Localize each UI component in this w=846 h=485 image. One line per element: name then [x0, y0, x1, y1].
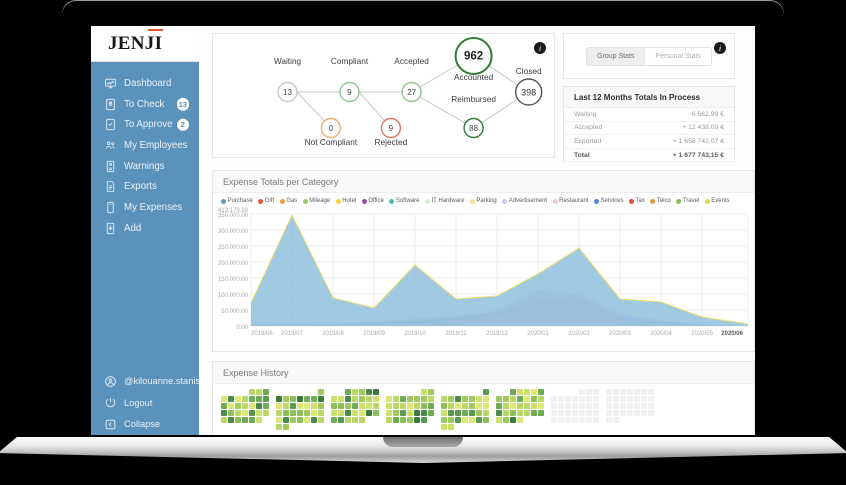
svg-text:100,000.00: 100,000.00: [218, 293, 249, 299]
svg-text:2020/03: 2020/03: [609, 331, 631, 337]
svg-text:413,179.89: 413,179.89: [218, 208, 249, 214]
svg-text:Rejected: Rejected: [375, 137, 408, 147]
svg-text:Compliant: Compliant: [331, 56, 369, 66]
svg-text:2020/04: 2020/04: [650, 331, 672, 337]
svg-text:9: 9: [347, 88, 352, 97]
svg-text:150,000.00: 150,000.00: [218, 277, 249, 283]
svg-text:300,000.00: 300,000.00: [218, 229, 249, 235]
svg-text:13: 13: [283, 88, 292, 97]
svg-text:2019/12: 2019/12: [486, 331, 508, 337]
svg-text:2019/11: 2019/11: [445, 331, 467, 337]
svg-text:398: 398: [521, 88, 536, 98]
svg-text:27: 27: [407, 88, 416, 97]
svg-text:50,000.00: 50,000.00: [221, 309, 248, 315]
svg-text:2019/06: 2019/06: [251, 331, 273, 337]
svg-text:2020/06: 2020/06: [721, 331, 743, 337]
svg-text:2020/05: 2020/05: [691, 331, 713, 337]
svg-text:200,000.00: 200,000.00: [218, 261, 249, 267]
svg-text:2019/07: 2019/07: [281, 331, 303, 337]
svg-text:0.00: 0.00: [236, 325, 248, 331]
svg-text:Accepted: Accepted: [394, 56, 429, 66]
svg-text:250,000.00: 250,000.00: [218, 245, 249, 251]
svg-text:2019/08: 2019/08: [322, 331, 344, 337]
svg-text:Closed: Closed: [516, 66, 542, 76]
svg-text:9: 9: [389, 124, 394, 133]
svg-text:2020/01: 2020/01: [527, 331, 549, 337]
svg-text:0: 0: [329, 124, 334, 133]
svg-text:2020/02: 2020/02: [568, 331, 590, 337]
svg-text:Waiting: Waiting: [274, 56, 302, 66]
svg-text:2019/09: 2019/09: [363, 331, 385, 337]
svg-text:Reimbursed: Reimbursed: [451, 94, 496, 104]
svg-text:88: 88: [469, 124, 478, 133]
svg-text:2019/10: 2019/10: [404, 331, 426, 337]
svg-text:962: 962: [464, 51, 483, 63]
svg-text:Not Compliant: Not Compliant: [305, 137, 358, 147]
